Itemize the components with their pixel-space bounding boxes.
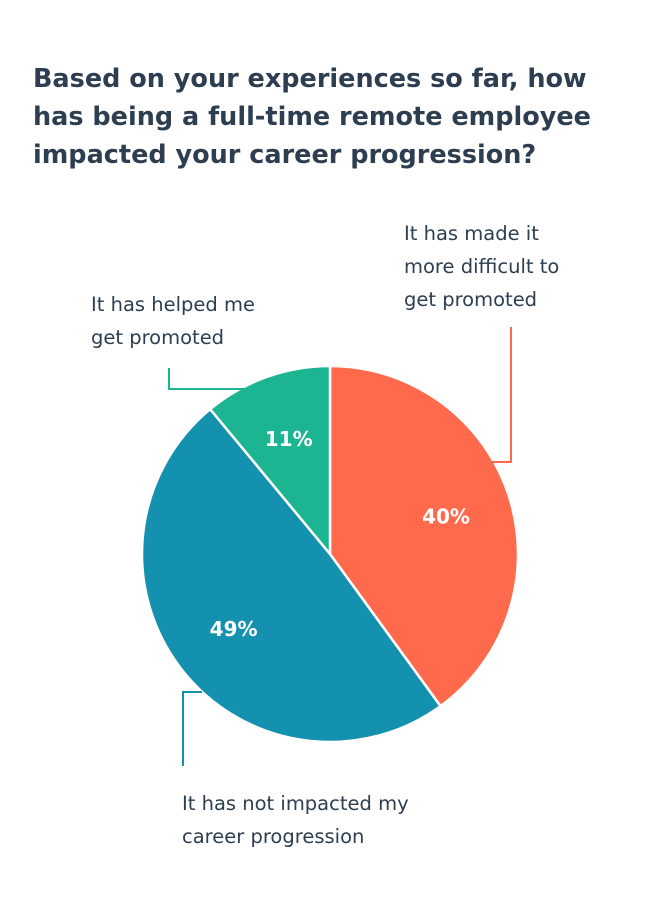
slice-value-label-1: 40% [422,504,470,528]
callout-label-2-line-2: career progression [182,825,364,848]
callout-label-1-line-2: more difficult to [404,255,559,278]
callout-label-1-line-3: get promoted [404,288,537,311]
callout-leader-3 [168,368,246,390]
pie-slices [140,364,520,744]
callout-leader-1 [490,327,512,463]
callout-labels: It has made it more difficult to get promo… [91,222,559,848]
callout-label-3-line-1: It has helped me [91,293,255,316]
chart-title-line-2: has being a full-time remote employee [33,102,591,132]
pie-slice-1 [328,364,520,708]
pie-slice-2 [140,407,442,744]
slice-value-label-3: 11% [265,427,313,451]
pie-slice-3 [208,364,332,556]
chart-title-line-1: Based on your experiences so far, how [33,64,587,94]
slice-value-labels: 40% 49% 11% [210,427,470,641]
callout-label-3-line-2: get promoted [91,326,224,349]
chart-title-line-3: impacted your career progression? [33,140,537,170]
slice-value-label-2: 49% [210,617,258,641]
callout-label-1-line-1: It has made it [404,222,539,245]
callout-leader-2 [182,691,202,766]
callout-leader-lines [168,327,512,766]
callout-label-2-line-1: It has not impacted my [182,792,409,815]
